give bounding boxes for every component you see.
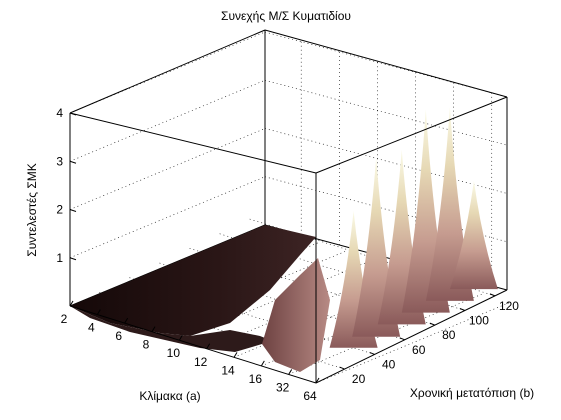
x-tick-mark (489, 293, 496, 297)
y-tick-mark (288, 369, 293, 375)
y-tick-label: 64 (303, 389, 317, 403)
x-tick-label: 80 (442, 328, 456, 342)
z-tick-label: 2 (56, 203, 63, 217)
z-tick-mark (69, 257, 77, 261)
x-axis-label: Χρονική μετατόπιση (b) (410, 386, 534, 400)
grid-line-z (264, 31, 508, 98)
top-back-edge-right (264, 29, 508, 98)
y-tick-label: 12 (194, 355, 208, 369)
z-tick-mark (69, 160, 77, 164)
y-tick-mark (233, 352, 238, 358)
y-tick-label: 10 (167, 346, 181, 360)
top-front-edge-left (69, 112, 317, 174)
y-tick-mark (69, 300, 74, 307)
z-tick-label: 3 (56, 154, 63, 168)
x-tick-label: 20 (352, 372, 366, 386)
top-back-edge-left (69, 29, 266, 114)
x-tick-mark (369, 351, 375, 355)
y-axis-label: Κλίμακα (a) (139, 389, 200, 403)
z-tick-mark (69, 209, 77, 212)
x-tick-mark (339, 366, 345, 370)
surface (70, 107, 498, 372)
grid-line-z (264, 79, 508, 146)
grid-line-z (69, 79, 266, 162)
y-tick-mark (124, 317, 129, 324)
y-tick-label: 14 (221, 363, 235, 377)
y-tick-label: 6 (115, 329, 122, 343)
y-axis-ticks: 2 4 6 8 10 12 14 16 32 64 (61, 300, 320, 403)
y-tick-label: 16 (249, 372, 263, 386)
y-tick-mark (96, 309, 101, 315)
floor-front-left (69, 305, 317, 384)
z-tick-mark (69, 112, 77, 116)
y-tick-label: 2 (61, 312, 68, 326)
top-front-edge-right (315, 96, 508, 174)
z-axis-ticks: 1 2 3 4 (56, 106, 77, 265)
x-tick-label: 60 (412, 343, 426, 357)
surface-peak (449, 180, 498, 290)
front-box-edges (69, 96, 508, 384)
x-axis-ticks: 20 40 60 80 100 120 (339, 293, 519, 386)
x-tick-mark (429, 322, 435, 326)
grid-line-b (128, 277, 375, 355)
y-tick-mark (178, 334, 183, 341)
y-tick-mark (260, 360, 265, 367)
grid-line-z (264, 128, 508, 194)
surface-base-band (70, 306, 270, 352)
x-tick-label: 100 (469, 314, 489, 328)
z-axis-label: Συντελεστές ΣΜΚ (25, 163, 39, 256)
x-tick-label: 120 (499, 299, 519, 313)
surface-peaks (329, 107, 498, 348)
y-tick-mark (151, 326, 156, 332)
y-tick-label: 8 (143, 338, 150, 352)
x-tick-mark (459, 308, 466, 311)
y-tick-mark (206, 343, 211, 350)
z-tick-label: 4 (56, 106, 63, 120)
y-tick-label: 4 (88, 321, 95, 335)
y-tick-mark (315, 377, 320, 384)
z-tick-label: 1 (56, 251, 63, 265)
back-walls (69, 29, 508, 306)
x-tick-mark (399, 337, 405, 341)
grid-line-z (69, 128, 266, 210)
chart-title: Συνεχής Μ/Σ Κυματιδίου (221, 9, 351, 23)
x-tick-label: 40 (382, 357, 396, 371)
surface-front-band (262, 258, 330, 372)
floor-front-right (315, 289, 508, 384)
grid-line-b (98, 291, 345, 370)
grid-line-b (218, 233, 465, 311)
y-tick-label: 32 (276, 380, 290, 394)
surface-dark-plateau (70, 225, 316, 336)
